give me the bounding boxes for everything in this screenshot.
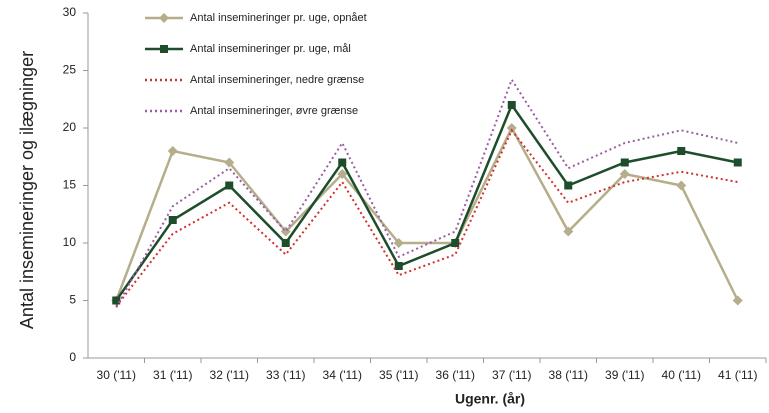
marker xyxy=(676,180,687,191)
y-tick-label: 10 xyxy=(63,235,77,249)
x-tick-label: 31 ('11) xyxy=(153,368,192,382)
marker xyxy=(507,101,516,109)
marker xyxy=(620,158,629,167)
marker xyxy=(112,296,121,305)
marker xyxy=(159,13,169,23)
x-tick-label: 32 ('11) xyxy=(210,368,249,382)
x-tick-label: 35 ('11) xyxy=(379,368,418,382)
legend-label: Antal insemineringer pr. uge, opnået xyxy=(190,12,367,24)
marker xyxy=(732,295,743,306)
legend-label: Antal insemineringer pr. uge, mål xyxy=(190,43,351,55)
marker xyxy=(224,157,235,168)
x-axis-label: Ugenr. (år) xyxy=(455,391,525,407)
x-tick-label: 41 ('11) xyxy=(718,368,757,382)
x-tick-label: 36 ('11) xyxy=(436,368,475,382)
marker xyxy=(167,146,178,156)
x-tick-label: 37 ('11) xyxy=(492,368,531,382)
x-tick-label: 40 ('11) xyxy=(662,368,701,382)
marker xyxy=(338,158,347,167)
series-line xyxy=(115,125,739,302)
x-tick-label: 33 ('11) xyxy=(266,368,305,382)
marker xyxy=(506,123,517,133)
x-tick-label: 39 ('11) xyxy=(605,368,644,382)
y-tick-label: 25 xyxy=(63,63,77,77)
marker xyxy=(337,169,348,179)
y-tick-label: 15 xyxy=(63,178,77,192)
y-axis-label: Antal insemineringer og ilægninger xyxy=(17,51,37,329)
marker xyxy=(225,181,234,190)
marker xyxy=(619,169,630,179)
marker xyxy=(281,239,290,247)
series-line xyxy=(115,128,738,307)
marker xyxy=(677,147,686,155)
y-tick-label: 30 xyxy=(63,5,77,19)
x-tick-label: 34 ('11) xyxy=(323,368,362,382)
legend-label: Antal insemineringer, nedre grænse xyxy=(190,74,364,86)
series-line xyxy=(115,77,738,308)
series-line xyxy=(115,102,738,302)
marker xyxy=(393,238,404,248)
y-tick-label: 20 xyxy=(63,120,77,134)
marker xyxy=(733,158,742,167)
marker xyxy=(168,216,177,224)
marker xyxy=(160,45,168,53)
legend-label: Antal insemineringer, øvre grænse xyxy=(190,105,358,117)
x-tick-label: 38 ('11) xyxy=(549,368,588,382)
marker xyxy=(564,181,573,190)
marker xyxy=(563,226,574,237)
y-tick-label: 0 xyxy=(69,350,76,364)
marker xyxy=(451,239,460,247)
y-tick-label: 5 xyxy=(69,293,76,307)
x-tick-label: 30 ('11) xyxy=(97,368,136,382)
marker xyxy=(394,262,403,270)
